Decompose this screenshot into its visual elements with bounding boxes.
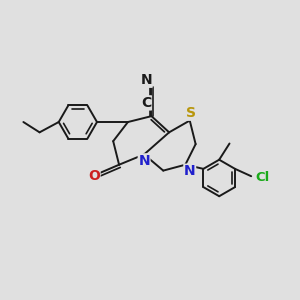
- Text: S: S: [186, 106, 196, 120]
- Text: N: N: [140, 73, 152, 87]
- Text: O: O: [88, 169, 100, 184]
- Text: N: N: [138, 154, 150, 168]
- Text: C: C: [141, 96, 151, 110]
- Text: Cl: Cl: [255, 171, 269, 184]
- Text: N: N: [184, 164, 196, 178]
